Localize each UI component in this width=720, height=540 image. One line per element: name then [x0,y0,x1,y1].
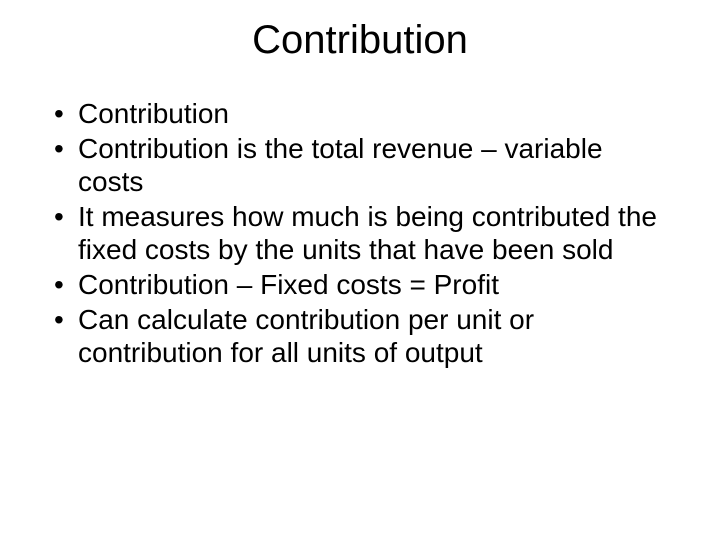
list-item: It measures how much is being contribute… [54,200,670,266]
list-item: Contribution [54,97,670,130]
list-item: Can calculate contribution per unit or c… [54,303,670,369]
list-item: Contribution is the total revenue – vari… [54,132,670,198]
slide: Contribution Contribution Contribution i… [0,0,720,540]
slide-title: Contribution [40,18,680,63]
bullet-list: Contribution Contribution is the total r… [40,97,680,369]
list-item: Contribution – Fixed costs = Profit [54,268,670,301]
